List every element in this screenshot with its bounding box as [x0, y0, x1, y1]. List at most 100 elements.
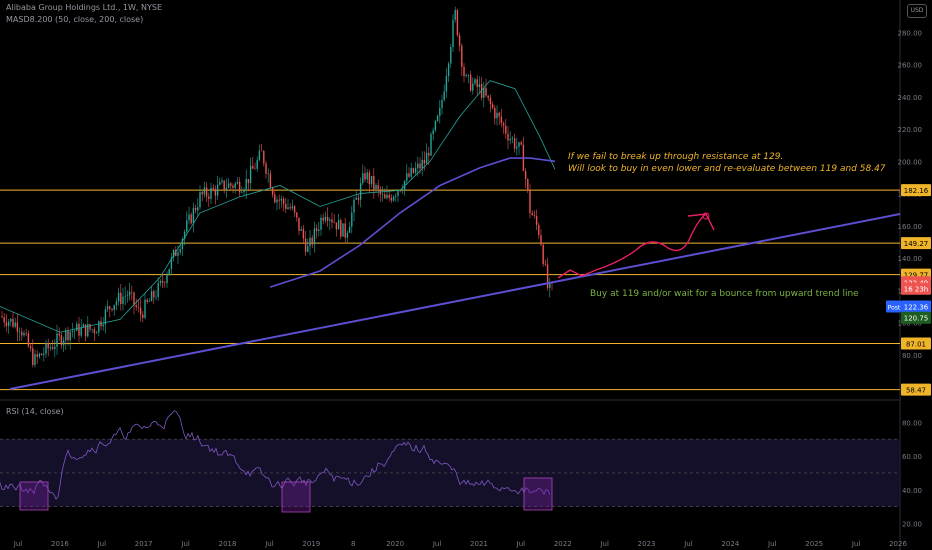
- candle-body: [89, 324, 91, 330]
- candle-body: [340, 220, 342, 237]
- candle-body: [511, 138, 514, 139]
- ma-legend: MASD8.200 (50, close, 200, close): [6, 15, 144, 24]
- candle-body: [194, 208, 197, 211]
- candle-body: [161, 280, 164, 283]
- candle-body: [390, 197, 393, 201]
- candle-body: [447, 63, 450, 77]
- candle-body: [401, 189, 404, 191]
- candle-body: [267, 173, 269, 175]
- candle-body: [80, 327, 82, 336]
- moving-averages: [0, 80, 556, 333]
- candle-body: [16, 322, 19, 332]
- candle-body: [95, 332, 98, 334]
- candle-body: [205, 187, 208, 197]
- price-tag-label: 120.75: [904, 315, 929, 323]
- candle-body: [115, 301, 118, 306]
- candle-body: [489, 97, 492, 105]
- candle-body: [412, 168, 415, 173]
- candle-body: [381, 194, 384, 195]
- candle-body: [47, 342, 49, 349]
- upward-trend-line: [9, 213, 901, 390]
- level-tag: [901, 237, 931, 250]
- x-tick-label: 2020: [386, 540, 404, 548]
- candle-body: [210, 187, 212, 199]
- candle-body: [109, 306, 111, 309]
- candle-body: [236, 181, 239, 184]
- candle-body: [177, 252, 179, 256]
- candle-body: [485, 87, 487, 96]
- candle-body: [43, 353, 45, 356]
- x-tick-label: 2016: [51, 540, 69, 548]
- candle-body: [21, 331, 23, 336]
- projection-target: [702, 212, 710, 220]
- candle-body: [414, 168, 417, 173]
- candle-body: [408, 173, 410, 177]
- candle-body: [190, 214, 192, 224]
- candle-body: [243, 190, 245, 193]
- candle-body: [441, 100, 443, 108]
- candle-body: [183, 231, 186, 240]
- candle-body: [467, 74, 470, 76]
- candle-body: [168, 269, 170, 276]
- candle-body: [425, 152, 428, 164]
- candle-body: [256, 159, 258, 169]
- candle-body: [212, 187, 214, 190]
- candle-body: [263, 151, 265, 164]
- candle-body: [304, 238, 307, 252]
- rsi-oversold-box: [281, 481, 311, 513]
- candle-body: [82, 324, 85, 328]
- level-tag-label: 149.27: [904, 240, 929, 248]
- candle-body: [386, 194, 388, 199]
- candle-body: [291, 206, 294, 209]
- rsi-pane: [0, 410, 900, 513]
- candle-body: [282, 198, 285, 204]
- candle-body: [78, 323, 80, 336]
- currency-button[interactable]: USD: [907, 4, 927, 18]
- x-tick-label: Jul: [851, 540, 861, 548]
- candle-body: [513, 138, 516, 149]
- candle-body: [465, 75, 467, 77]
- candle-body: [247, 178, 250, 184]
- candle-body: [498, 112, 500, 117]
- price-tick-label: 280.00: [898, 29, 923, 37]
- candle-body: [172, 249, 175, 258]
- candle-body: [500, 116, 503, 124]
- price-tag: [901, 311, 931, 324]
- x-tick-label: 2021: [470, 540, 488, 548]
- candle-body: [192, 208, 195, 224]
- candle-body: [469, 74, 472, 91]
- candle-body: [370, 175, 373, 185]
- candle-body: [150, 291, 153, 302]
- x-tick-label: 2024: [721, 540, 739, 548]
- candle-body: [399, 190, 401, 192]
- candle-body: [311, 237, 313, 245]
- x-tick-label: 2017: [135, 540, 153, 548]
- candle-body: [373, 175, 375, 190]
- candle-body: [29, 346, 32, 349]
- candle-body: [546, 264, 549, 288]
- candle-body: [392, 196, 395, 201]
- candle-body: [265, 163, 267, 174]
- candle-body: [333, 222, 335, 223]
- resistance-note-line1: If we fail to break up through resistanc…: [568, 152, 783, 162]
- candle-body: [353, 199, 355, 213]
- ma50-line: [0, 80, 556, 333]
- candle-body: [298, 217, 300, 231]
- candle-body: [146, 299, 148, 302]
- level-tag-label: 182.16: [904, 187, 929, 195]
- candle-body: [137, 306, 140, 308]
- candle-body: [73, 330, 76, 332]
- candle-body: [344, 223, 346, 238]
- candle-body: [549, 282, 551, 288]
- candle-body: [430, 134, 432, 156]
- candle-body: [230, 183, 232, 186]
- candle-body: [98, 321, 100, 333]
- candle-body: [36, 354, 38, 357]
- candle-body: [322, 217, 324, 221]
- candle-body: [155, 296, 157, 298]
- candle-body: [181, 239, 184, 250]
- candle-body: [170, 257, 173, 270]
- candle-body: [223, 180, 225, 190]
- candle-body: [135, 304, 137, 307]
